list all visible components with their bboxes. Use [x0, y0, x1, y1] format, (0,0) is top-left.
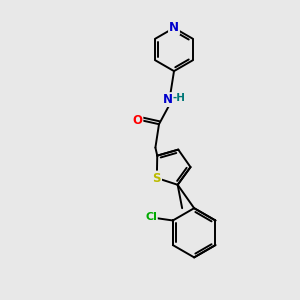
Text: -H: -H: [172, 93, 186, 103]
Text: N: N: [169, 21, 179, 34]
Text: N: N: [163, 93, 173, 106]
Text: S: S: [153, 172, 161, 184]
Text: Cl: Cl: [145, 212, 157, 223]
Text: O: O: [132, 114, 142, 127]
